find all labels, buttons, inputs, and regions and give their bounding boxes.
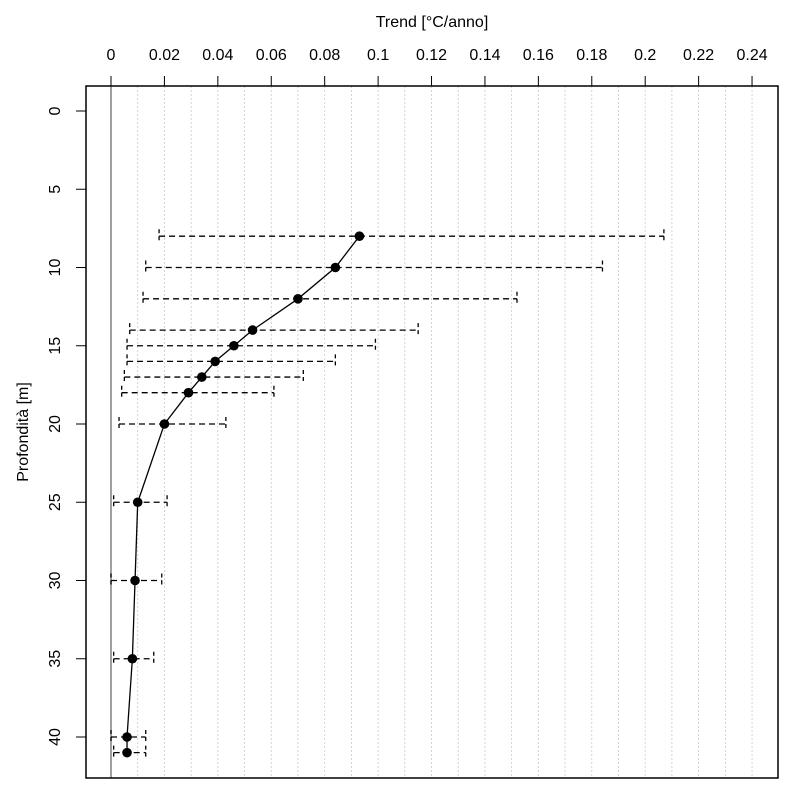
confidence-interval-bars [110, 229, 665, 760]
x-tick-label: 0.22 [683, 47, 714, 64]
data-point [127, 653, 138, 664]
x-tick-label: 0.24 [736, 47, 767, 64]
y-tick-label: 15 [47, 337, 64, 355]
error-bar [142, 291, 518, 306]
y-tick-label: 35 [47, 650, 64, 668]
error-bar [113, 495, 168, 510]
y-tick-label: 25 [47, 493, 64, 511]
data-point [247, 325, 258, 335]
data-point [183, 387, 194, 398]
x-tick-label: 0.02 [149, 47, 180, 64]
data-point [159, 419, 170, 429]
x-tick-label: 0.1 [367, 47, 389, 64]
data-point [330, 262, 341, 273]
x-tick-label: 0.2 [634, 47, 656, 64]
x-tick-label: 0.18 [576, 47, 607, 64]
x-axis-ticks: 0 0.02 0.04 0.06 0.08 0.1 0.12 0.14 0.16 0.18 0.2 0… [107, 47, 768, 86]
y-tick-label: 0 [47, 106, 64, 115]
x-axis-title: Trend [°C/anno] [376, 14, 489, 31]
y-axis-title: Profondità [m] [15, 382, 32, 482]
x-tick-label: 0.04 [202, 47, 233, 64]
x-tick-label: 0.16 [523, 47, 554, 64]
data-points [122, 231, 365, 758]
y-axis-ticks: 0 5 10 15 20 25 30 35 40 [47, 106, 86, 746]
error-bar [145, 260, 604, 275]
y-tick-label: 5 [47, 185, 64, 194]
x-tick-label: 0.06 [256, 47, 287, 64]
error-bar [158, 229, 665, 244]
vertical-grid-lines [137, 86, 753, 778]
error-bar [118, 417, 227, 431]
data-point [122, 732, 132, 742]
data-point [122, 747, 132, 758]
data-point [354, 231, 365, 241]
error-bar [126, 338, 377, 353]
error-bar [113, 745, 147, 760]
y-tick-label: 30 [47, 572, 64, 590]
data-point [130, 575, 140, 586]
x-tick-label: 0 [107, 47, 116, 64]
data-point [197, 372, 207, 382]
trend-line [126, 235, 360, 753]
y-tick-label: 10 [47, 259, 64, 277]
y-tick-label: 20 [47, 415, 64, 433]
error-bar [123, 370, 304, 385]
data-point [132, 497, 143, 508]
x-tick-label: 0.08 [309, 47, 340, 64]
error-bar [121, 385, 275, 400]
error-bar [129, 323, 419, 338]
data-point [210, 356, 220, 367]
x-tick-label: 0.12 [416, 47, 447, 64]
plot-frame [85, 85, 779, 779]
error-bar [126, 354, 337, 369]
data-point [293, 294, 303, 304]
y-tick-label: 40 [47, 728, 64, 746]
x-tick-label: 0.14 [469, 47, 500, 64]
data-point [229, 340, 239, 351]
error-bar [110, 730, 147, 744]
